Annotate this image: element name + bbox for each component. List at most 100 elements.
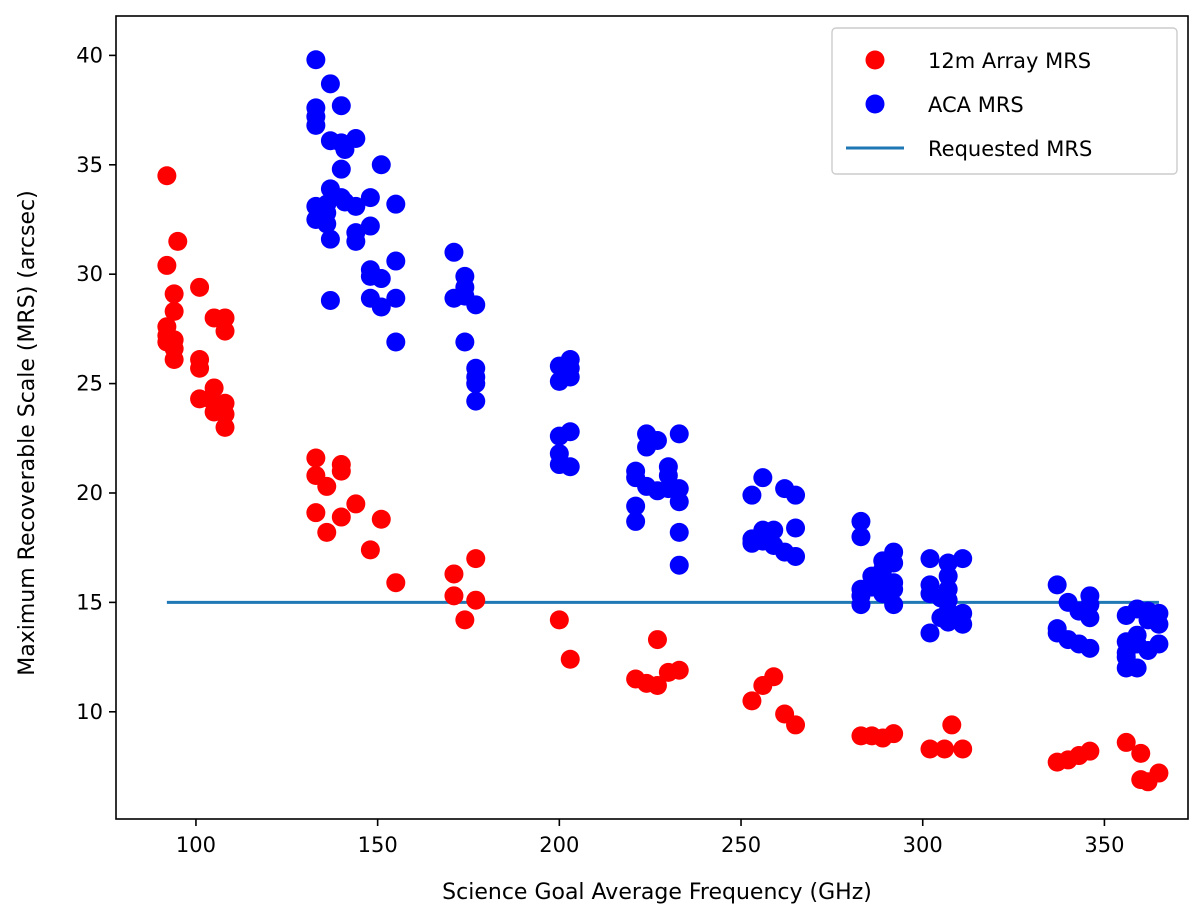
x-tick-label: 300 [903,833,943,857]
aca-mrs-point [742,485,762,505]
12m-array-mrs-point [331,507,351,527]
aca-mrs-point [560,422,580,442]
aca-mrs-point [371,269,391,289]
12m-array-mrs-point [560,649,580,669]
aca-mrs-point [331,159,351,179]
aca-mrs-point [884,579,904,599]
12m-array-mrs-point [764,667,784,687]
12m-array-mrs-point [444,564,464,584]
12m-array-mrs-point [1149,763,1169,783]
x-axis-label: Science Goal Average Frequency (GHz) [442,880,872,905]
aca-mrs-point [1080,608,1100,628]
12m-array-mrs-point [455,610,475,630]
12m-array-mrs-point [346,494,366,514]
12m-array-mrs-point [549,610,569,630]
12m-array-mrs-point [647,676,667,696]
y-tick-label: 15 [76,590,103,614]
aca-mrs-point [320,290,340,310]
aca-mrs-point [306,50,326,70]
12m-array-mrs-point [164,350,184,370]
aca-mrs-point [851,511,871,531]
legend-swatch-aca-mrs [865,94,885,114]
aca-mrs-point [938,612,958,632]
aca-mrs-point [669,424,689,444]
aca-mrs-point [466,374,486,394]
aca-mrs-point [851,527,871,547]
aca-mrs-point [560,457,580,477]
aca-mrs-point [786,518,806,538]
12m-array-mrs-point [1131,743,1151,763]
12m-array-mrs-point [466,590,486,610]
aca-mrs-point [1047,575,1067,595]
12m-array-mrs-point [1116,732,1136,752]
12m-array-mrs-point [953,739,973,759]
12m-array-mrs-point [884,724,904,744]
12m-array-mrs-point [444,586,464,606]
12m-array-mrs-point [306,448,326,468]
aca-mrs-point [764,520,784,540]
aca-mrs-point [920,623,940,643]
aca-mrs-point [386,332,406,352]
legend-label-12m-array-mrs: 12m Array MRS [928,49,1091,73]
aca-mrs-point [346,231,366,251]
aca-mrs-point [753,468,773,488]
12m-array-mrs-point [215,321,235,341]
aca-mrs-point [320,229,340,249]
y-tick-label: 25 [76,372,103,396]
aca-mrs-point [1149,614,1169,634]
12m-array-mrs-point [190,277,210,297]
aca-mrs-point [920,549,940,569]
aca-mrs-point [647,430,667,450]
aca-mrs-point [306,115,326,135]
legend-label-aca-mrs: ACA MRS [928,93,1024,117]
12m-array-mrs-point [190,358,210,378]
aca-mrs-point [1080,595,1100,615]
plot-area [157,50,1169,792]
x-tick-label: 250 [721,833,761,857]
plot-frame [115,15,1189,820]
aca-mrs-point [1080,638,1100,658]
aca-mrs-point [360,188,380,208]
aca-mrs-point [455,332,475,352]
12m-array-mrs-point [215,308,235,328]
aca-mrs-point [386,194,406,214]
12m-array-mrs-point [371,509,391,529]
aca-mrs-point [360,216,380,236]
aca-mrs-point [1149,634,1169,654]
aca-mrs-point [346,129,366,149]
12m-array-mrs-point [386,573,406,593]
aca-mrs-point [669,555,689,575]
y-tick-label: 20 [76,481,103,505]
aca-mrs-point [386,251,406,271]
legend-swatch-12m-array-mrs [865,50,885,70]
12m-array-mrs-point [157,255,177,275]
aca-mrs-point [1127,658,1147,678]
aca-mrs-point [317,214,337,234]
12m-array-mrs-point [647,630,667,650]
aca-mrs-point [466,295,486,315]
12m-array-mrs-point [942,715,962,735]
y-axis-label: Maximum Recoverable Scale (MRS) (arcsec) [15,190,40,675]
aca-mrs-point [444,242,464,262]
aca-mrs-point [953,549,973,569]
aca-mrs-point [786,546,806,566]
aca-mrs-point [669,479,689,499]
aca-mrs-point [320,74,340,94]
12m-array-mrs-point [215,417,235,437]
aca-mrs-point [466,391,486,411]
aca-mrs-point [346,196,366,216]
aca-mrs-point [371,297,391,317]
x-tick-label: 100 [176,833,216,857]
x-tick-label: 200 [539,833,579,857]
x-tick-label: 150 [358,833,398,857]
aca-mrs-point [386,288,406,308]
12m-array-mrs-point [164,301,184,321]
12m-array-mrs-point [215,404,235,424]
12m-array-mrs-point [317,522,337,542]
aca-mrs-point [938,553,958,573]
12m-array-mrs-point [669,660,689,680]
12m-array-mrs-point [466,549,486,569]
axes: 100 150 200 250 300 350 10 15 20 25 30 35 40 [76,15,1189,857]
12m-array-mrs-point [306,503,326,523]
